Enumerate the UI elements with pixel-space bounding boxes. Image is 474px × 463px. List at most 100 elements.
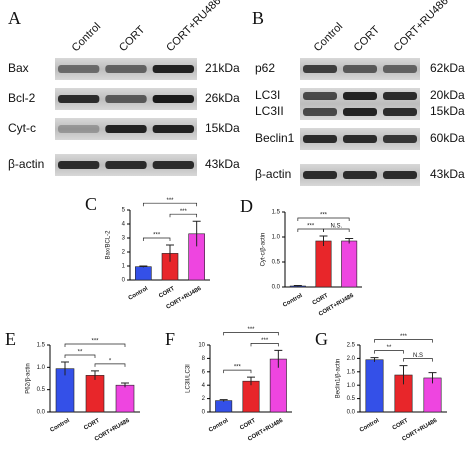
significance-label: N.S: [413, 353, 423, 359]
blot-band: [343, 92, 377, 100]
panel-letter: B: [252, 8, 264, 28]
protein-label: Bcl-2: [8, 91, 36, 105]
x-tick-label: Control: [282, 293, 304, 309]
significance-label: N.S.: [330, 224, 342, 230]
protein-label: β-actin: [8, 157, 44, 171]
significance-label: ***: [261, 338, 269, 344]
significance-label: ***: [153, 233, 161, 239]
y-tick-label: 0: [202, 410, 206, 416]
kda-label: 15kDa: [205, 121, 240, 135]
kda-label: 62kDa: [430, 61, 465, 75]
y-tick-label: 2: [122, 250, 126, 256]
y-tick-label: 2.0: [347, 356, 356, 362]
y-axis-label: Bax/BCL-2: [106, 230, 112, 260]
y-tick-label: 0.0: [272, 285, 281, 291]
y-tick-label: 1.5: [37, 343, 46, 349]
significance-label: ***: [166, 198, 174, 204]
y-tick-label: 1.0: [272, 235, 281, 241]
y-tick-label: 0.0: [347, 410, 356, 416]
y-tick-label: 3: [122, 236, 126, 242]
blot-band: [58, 125, 100, 133]
blot-band: [58, 95, 100, 103]
bar: [242, 380, 260, 413]
error-bar: [91, 370, 99, 380]
protein-label: LC3I: [255, 88, 280, 102]
y-tick-label: 2: [202, 396, 206, 402]
significance-bracket: [169, 213, 198, 218]
protein-label: Beclin1: [255, 131, 295, 145]
blot-band: [343, 108, 377, 116]
x-tick-label: CORT: [158, 286, 176, 300]
significance-bracket: [403, 358, 433, 362]
significance-label: ***: [180, 209, 188, 215]
blot-band: [383, 92, 417, 100]
error-bar: [139, 265, 148, 268]
bar: [315, 240, 332, 288]
y-tick-label: 8: [202, 356, 206, 362]
x-tick-label: CORT: [239, 418, 257, 432]
y-tick-label: 1.5: [347, 369, 356, 375]
error-bar: [399, 365, 408, 385]
significance-bracket: [323, 228, 350, 232]
bar: [85, 375, 105, 413]
blot-band: [303, 65, 337, 73]
panel-letter: F: [165, 329, 175, 349]
lane-label: Control: [70, 21, 104, 55]
significance-label: *: [109, 358, 112, 364]
x-tick-label: Control: [128, 286, 150, 302]
y-tick-label: 10: [198, 343, 205, 349]
protein-label: LC3II: [255, 104, 284, 118]
lane-label: CORT: [352, 24, 383, 55]
significance-label: **: [387, 345, 392, 351]
blot-band: [303, 135, 337, 143]
y-tick-label: 6: [202, 369, 206, 375]
significance-bracket: [94, 363, 126, 367]
panel-letter: C: [85, 194, 97, 214]
significance-bracket: [142, 237, 171, 241]
x-tick-label: Control: [49, 418, 71, 434]
significance-bracket: [223, 332, 279, 336]
y-tick-label: 0.0: [37, 410, 46, 416]
significance-label: ***: [234, 365, 242, 371]
lane-label: CORT+RU486: [164, 0, 223, 54]
blot-band: [343, 65, 377, 73]
error-bar: [247, 376, 255, 386]
x-tick-label: CORT: [312, 293, 330, 307]
significance-bracket: [142, 202, 198, 207]
blot-band: [383, 108, 417, 116]
significance-label: ***: [247, 327, 255, 333]
y-tick-label: 0.5: [347, 396, 356, 402]
lane-label: CORT+RU486: [392, 0, 451, 54]
y-tick-label: 1.0: [37, 365, 46, 371]
kda-label: 43kDa: [205, 157, 240, 171]
blot-band: [303, 171, 337, 179]
panel-letter: D: [240, 196, 253, 216]
blot-band: [152, 125, 194, 133]
error-bar: [370, 357, 379, 362]
kda-label: 20kDa: [430, 88, 465, 102]
blot-band: [105, 65, 147, 73]
blot-band: [105, 95, 147, 103]
kda-label: 60kDa: [430, 131, 465, 145]
error-bar: [192, 220, 201, 247]
error-bar: [61, 361, 69, 376]
significance-bracket: [250, 343, 279, 347]
blot-band: [343, 135, 377, 143]
significance-label: ***: [307, 224, 315, 230]
kda-label: 21kDa: [205, 61, 240, 75]
y-axis-label: Cyt-c/β-actin: [261, 233, 267, 267]
x-tick-label: CORT: [83, 418, 101, 432]
blot-band: [383, 135, 417, 143]
lane-label: Control: [312, 21, 346, 55]
panel-letter: A: [8, 8, 21, 28]
y-tick-label: 0.5: [272, 260, 281, 266]
y-tick-label: 1.0: [347, 383, 356, 389]
y-tick-label: 0: [122, 278, 126, 284]
x-tick-label: Control: [359, 418, 381, 434]
bar: [341, 240, 358, 288]
kda-label: 26kDa: [205, 91, 240, 105]
bar: [115, 384, 135, 413]
blot-band: [343, 171, 377, 179]
protein-label: Cyt-c: [8, 121, 36, 135]
significance-bracket: [374, 339, 433, 343]
